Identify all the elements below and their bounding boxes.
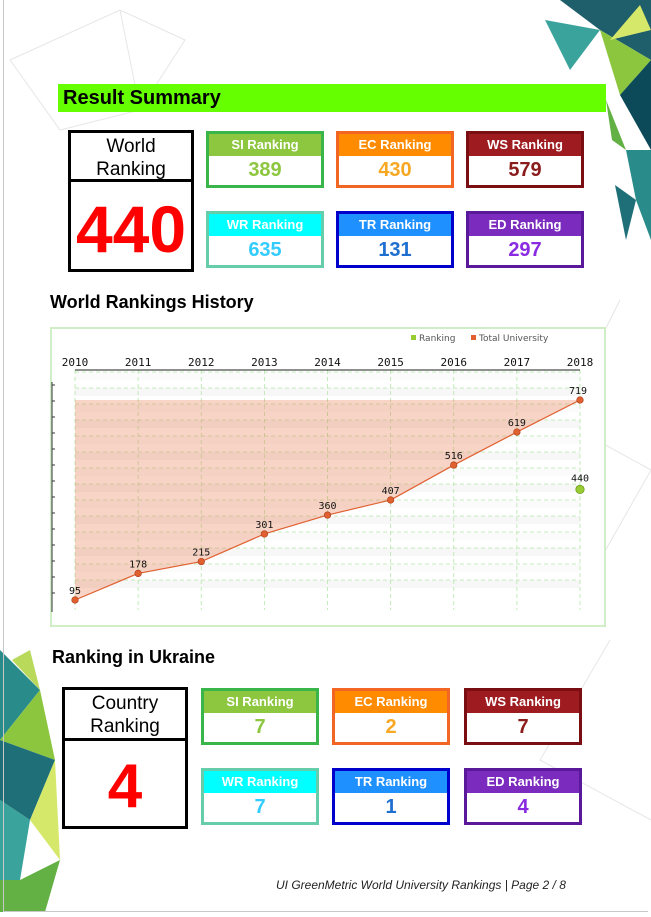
ranking-card-label: EC Ranking — [335, 691, 447, 713]
ranking-card-value: 2 — [385, 716, 397, 738]
x-tick-label: 2012 — [188, 356, 215, 369]
data-point-total-university — [387, 496, 395, 504]
ranking-card-label: ED Ranking — [467, 771, 579, 793]
page-border — [3, 0, 648, 912]
ranking-card-label: EC Ranking — [339, 134, 451, 156]
ranking-card-label: WS Ranking — [469, 134, 581, 156]
country-ranking-label: Country Ranking — [65, 690, 185, 741]
grid-band — [75, 532, 580, 540]
ranking-card-label: TR Ranking — [339, 214, 451, 236]
ranking-card-value: 7 — [254, 716, 266, 738]
ranking-card-ws: WS Ranking 7 — [464, 688, 582, 745]
ranking-card-tr: TR Ranking 131 — [336, 211, 454, 268]
ranking-card-value: 389 — [248, 159, 282, 181]
x-tick-label: 2015 — [377, 356, 404, 369]
ranking-card-value: 579 — [508, 159, 542, 181]
x-tick-label: 2010 — [62, 356, 89, 369]
data-label-total-university: 719 — [569, 386, 587, 397]
data-label-total-university: 215 — [192, 548, 210, 559]
ranking-card-value: 635 — [248, 239, 282, 261]
data-point-total-university — [323, 511, 332, 519]
data-point-total-university — [513, 428, 521, 436]
ranking-card-si: SI Ranking 389 — [206, 131, 324, 188]
ranking-card-value: 1 — [385, 796, 397, 818]
chart-frame — [50, 327, 606, 627]
legend-label-ranking: Ranking — [419, 334, 455, 344]
ranking-card-label: SI Ranking — [209, 134, 321, 156]
data-label-total-university: 95 — [69, 586, 81, 597]
data-label-total-university: 301 — [255, 520, 273, 531]
ranking-card-label: TR Ranking — [335, 771, 447, 793]
data-point-total-university — [576, 396, 584, 404]
ranking-card-ec: EC Ranking 430 — [336, 131, 454, 188]
grid-band — [75, 372, 580, 380]
ranking-card-ed: ED Ranking 4 — [464, 768, 582, 825]
data-point-total-university — [260, 530, 268, 538]
data-point-total-university — [134, 569, 142, 577]
grid-band — [75, 484, 580, 492]
world-ranking-label: World Ranking — [71, 133, 191, 182]
country-ranking-value: 4 — [107, 752, 143, 821]
ranking-card-wr: WR Ranking 635 — [206, 211, 324, 268]
ranking-card-ed: ED Ranking 297 — [466, 211, 584, 268]
world-ranking-value: 440 — [75, 192, 187, 266]
ranking-card-ws: WS Ranking 579 — [466, 131, 584, 188]
data-point-total-university — [450, 461, 458, 469]
ranking-card-value: 430 — [378, 159, 412, 181]
x-tick-label: 2016 — [441, 356, 468, 369]
data-point-ranking — [575, 484, 585, 495]
ukraine-title: Ranking in Ukraine — [52, 647, 216, 667]
ranking-card-label: ED Ranking — [469, 214, 581, 236]
result-summary-title: Result Summary — [63, 87, 221, 109]
ranking-card-value: 131 — [378, 239, 412, 261]
data-label-total-university: 178 — [129, 559, 147, 570]
x-tick-label: 2018 — [567, 356, 594, 369]
ranking-card-ec: EC Ranking 2 — [332, 688, 450, 745]
data-label-ranking: 440 — [571, 473, 589, 484]
history-chart: 2010 2011 2012 2013 2014 2015 2016 2017 2018 95 17… — [50, 327, 606, 627]
data-label-total-university: 360 — [318, 501, 336, 512]
ranking-card-tr: TR Ranking 1 — [332, 768, 450, 825]
legend-swatch-total-university — [471, 335, 476, 340]
ranking-card-si: SI Ranking 7 — [201, 688, 319, 745]
world-ranking-box: World Ranking 440 — [68, 130, 194, 272]
data-point-total-university — [197, 557, 205, 566]
data-label-total-university: 516 — [445, 451, 463, 462]
ranking-card-label: WR Ranking — [204, 771, 316, 793]
history-title: World Rankings History — [50, 292, 254, 312]
x-tick-label: 2011 — [125, 356, 152, 369]
legend-swatch-ranking — [411, 335, 416, 340]
result-summary-bar: Result Summary — [58, 84, 606, 112]
ranking-card-label: WR Ranking — [209, 214, 321, 236]
ranking-card-value: 7 — [254, 796, 266, 818]
legend-label-total-university: Total University — [478, 334, 549, 344]
x-tick-label: 2017 — [504, 356, 531, 369]
x-tick-label: 2014 — [314, 356, 341, 369]
data-point-total-university — [71, 596, 79, 604]
series-area-total-university — [75, 400, 580, 600]
ranking-card-label: SI Ranking — [204, 691, 316, 713]
data-label-total-university: 619 — [508, 418, 526, 429]
grid-band — [75, 420, 580, 428]
x-tick-label: 2013 — [251, 356, 278, 369]
data-label-total-university: 407 — [382, 486, 400, 497]
ranking-card-value: 297 — [508, 239, 542, 261]
country-ranking-box: Country Ranking 4 — [62, 687, 188, 829]
ranking-card-wr: WR Ranking 7 — [201, 768, 319, 825]
ranking-card-value: 4 — [517, 796, 529, 818]
page-footer: UI GreenMetric World University Rankings… — [276, 878, 566, 892]
ranking-card-value: 7 — [517, 716, 529, 738]
ranking-card-label: WS Ranking — [467, 691, 579, 713]
